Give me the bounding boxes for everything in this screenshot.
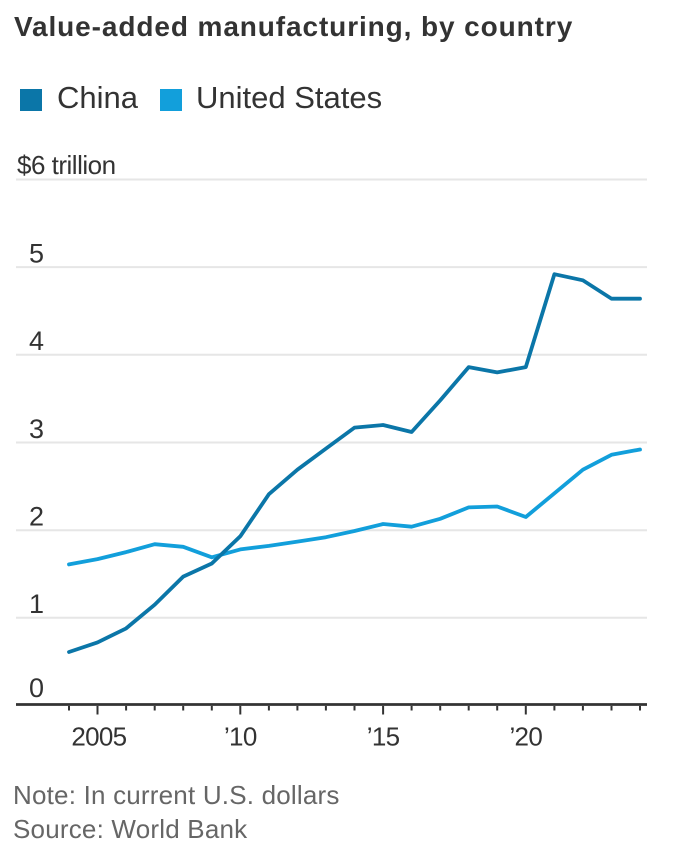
svg-text:1: 1	[29, 589, 44, 619]
svg-text:5: 5	[29, 238, 44, 268]
svg-text:0: 0	[29, 673, 44, 703]
svg-text:’20: ’20	[509, 721, 542, 751]
svg-text:2: 2	[29, 502, 44, 532]
svg-text:$6 trillion: $6 trillion	[17, 150, 116, 180]
svg-text:2005: 2005	[71, 721, 126, 751]
svg-text:’10: ’10	[224, 721, 257, 751]
svg-text:’15: ’15	[367, 721, 400, 751]
svg-text:3: 3	[29, 414, 44, 444]
svg-text:4: 4	[29, 326, 44, 356]
